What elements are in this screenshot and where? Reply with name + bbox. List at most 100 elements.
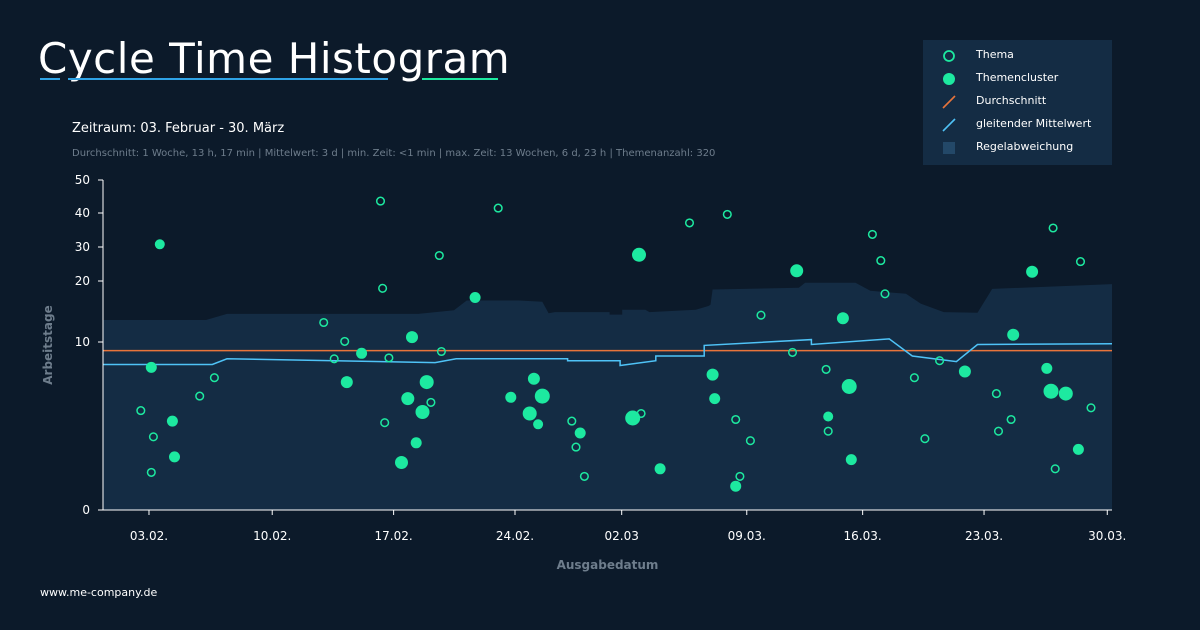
thema-point xyxy=(436,346,446,357)
y-tick-label: 40 xyxy=(75,206,90,220)
thema-point xyxy=(993,426,1004,436)
themencluster-point xyxy=(706,368,719,381)
y-tick-label: 20 xyxy=(75,274,90,288)
themencluster-point xyxy=(574,427,586,439)
thema-point xyxy=(867,229,877,239)
thema-point xyxy=(876,256,886,266)
thema-point xyxy=(567,416,577,426)
thema-point xyxy=(329,354,339,364)
thema-point xyxy=(426,397,436,407)
x-tick-label: 30.03. xyxy=(1088,529,1126,543)
thema-point xyxy=(756,310,766,320)
x-axis-label: Ausgabedatum xyxy=(557,558,659,572)
thema-point xyxy=(821,364,831,374)
legend-label: Regelabweichung xyxy=(976,140,1074,153)
thema-point xyxy=(684,218,695,228)
thema-point xyxy=(384,353,394,363)
thema-point xyxy=(378,283,388,293)
themencluster-point xyxy=(527,372,540,385)
themencluster-point xyxy=(166,415,178,427)
x-tick-label: 23.03. xyxy=(965,529,1003,543)
legend-label: Durchschnitt xyxy=(976,94,1047,107)
x-tick-label: 02.03 xyxy=(605,529,639,543)
title-underline-segment xyxy=(68,78,388,80)
y-axis-label: Arbeitstage xyxy=(41,305,55,385)
thema-point xyxy=(571,442,581,452)
shaded-square-icon xyxy=(943,142,955,154)
themencluster-point xyxy=(1043,383,1059,399)
thema-point xyxy=(935,356,945,366)
y-tick-label: 50 xyxy=(75,173,90,187)
thema-point xyxy=(209,373,219,383)
themencluster-point xyxy=(958,365,971,378)
thema-point xyxy=(920,434,930,444)
thema-point xyxy=(1075,257,1086,267)
x-tick-label: 09.03. xyxy=(728,529,766,543)
themencluster-point xyxy=(1007,328,1020,341)
thema-point xyxy=(434,250,444,261)
themencluster-point xyxy=(533,419,544,430)
thema-point xyxy=(991,389,1001,399)
thema-point xyxy=(909,373,919,383)
x-tick-label: 03.02. xyxy=(130,529,168,543)
blue-line-icon xyxy=(942,118,956,132)
title-underline-segment xyxy=(40,78,60,80)
themencluster-point xyxy=(395,456,408,469)
thema-point xyxy=(1048,223,1058,233)
thema-point xyxy=(722,209,732,219)
legend-label: Thema xyxy=(976,48,1014,61)
moving-average-line xyxy=(103,338,1113,367)
themencluster-point xyxy=(401,392,415,406)
deviation-band xyxy=(103,282,1112,510)
themencluster-point xyxy=(836,312,849,325)
thema-point xyxy=(195,391,205,401)
themencluster-point xyxy=(1041,362,1053,374)
thema-point xyxy=(1086,403,1096,413)
themencluster-point xyxy=(823,411,834,422)
chart-title: Cycle Time Histogram xyxy=(38,34,511,83)
themencluster-point xyxy=(1072,443,1084,455)
themencluster-point xyxy=(410,437,422,449)
themencluster-point xyxy=(1058,386,1073,401)
themencluster-point xyxy=(632,247,646,262)
x-tick-label: 24.02. xyxy=(496,529,534,543)
x-tick-label: 17.02. xyxy=(375,529,413,543)
x-tick-label: 10.02. xyxy=(253,529,291,543)
period-label: Zeitraum: 03. Februar - 30. März xyxy=(72,121,285,136)
legend-label: gleitender Mittelwert xyxy=(976,117,1092,130)
x-tick-label: 16.03. xyxy=(844,529,882,543)
thema-point xyxy=(579,471,589,481)
thema-point xyxy=(1006,414,1016,425)
themencluster-point xyxy=(356,347,368,359)
thema-point xyxy=(880,289,890,299)
themencluster-point xyxy=(340,376,353,389)
themencluster-point xyxy=(169,451,180,463)
themencluster-point xyxy=(415,405,430,419)
themencluster-point xyxy=(730,480,742,492)
legend-item-gleitender-mittelwert: gleitender Mittelwert xyxy=(923,115,1112,135)
legend-item-durchschnitt: Durchschnitt xyxy=(923,92,1112,112)
themencluster-point xyxy=(841,379,857,394)
y-tick-label: 0 xyxy=(82,503,90,517)
filled-circle-icon xyxy=(943,73,955,85)
orange-line-icon xyxy=(942,95,956,109)
legend-item-regelabweichung: Regelabweichung xyxy=(923,138,1112,158)
footer-url: www.me-company.de xyxy=(40,586,158,599)
themencluster-point xyxy=(709,393,721,405)
themencluster-point xyxy=(154,239,165,250)
legend-item-themencluster: Themencluster xyxy=(923,69,1112,89)
thema-point xyxy=(380,418,390,428)
themencluster-point xyxy=(790,264,804,278)
themencluster-point xyxy=(406,331,418,344)
themencluster-point xyxy=(469,292,481,303)
thema-point xyxy=(731,414,741,425)
thema-point xyxy=(493,203,503,213)
themencluster-point xyxy=(845,454,857,466)
thema-point xyxy=(735,471,745,481)
thema-point xyxy=(787,347,798,357)
thema-point xyxy=(136,406,146,416)
legend-label: Themencluster xyxy=(976,71,1059,84)
thema-point xyxy=(375,196,386,206)
y-tick-label: 30 xyxy=(75,240,90,254)
